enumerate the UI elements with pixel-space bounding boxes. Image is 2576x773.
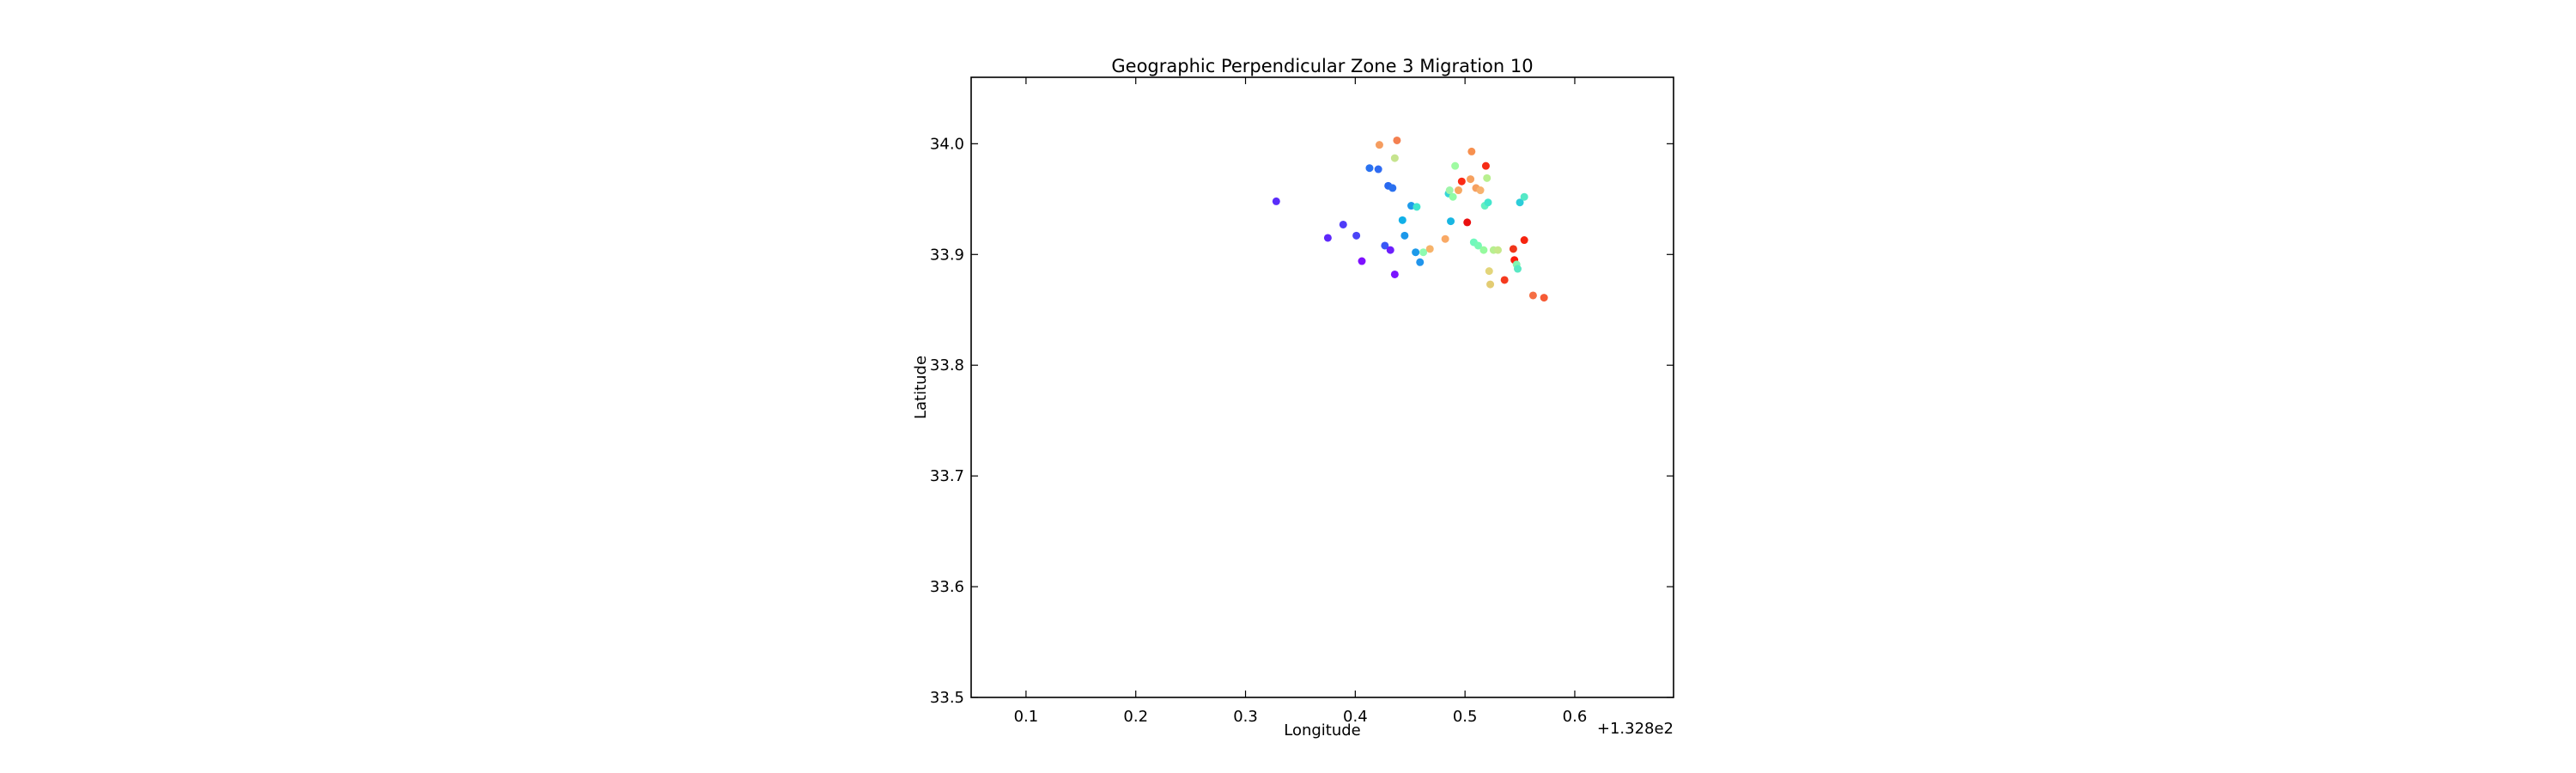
scatter-point xyxy=(1386,246,1394,254)
axes-frame xyxy=(970,76,1674,698)
scatter-point xyxy=(1483,173,1492,182)
scatter-point xyxy=(1481,161,1490,170)
scatter-point xyxy=(1358,257,1366,265)
y-axis-ticks: 33.5 33.6 33.7 33.8 33.9 34.0 xyxy=(930,135,1674,707)
scatter-point xyxy=(1457,177,1466,186)
scatter-point xyxy=(1425,245,1434,253)
scatter-point xyxy=(1339,220,1347,228)
scatter-point xyxy=(1520,236,1528,245)
scatter-point xyxy=(1473,241,1482,250)
x-axis-label: Longitude xyxy=(1284,721,1361,740)
scatter-point xyxy=(1365,164,1374,173)
scatter-point xyxy=(1540,294,1548,302)
scatter-point xyxy=(1419,248,1428,257)
y-tick-label: 33.5 xyxy=(930,689,964,707)
y-tick-label: 33.6 xyxy=(930,578,964,596)
y-tick-label: 33.7 xyxy=(930,467,964,485)
scatter-point xyxy=(1476,186,1485,195)
scatter-point xyxy=(1441,234,1449,243)
scatter-point xyxy=(1463,218,1472,227)
scatter-point xyxy=(1509,245,1517,253)
scatter-point xyxy=(1375,141,1383,149)
scatter-point xyxy=(1494,246,1502,254)
x-tick-label: 0.6 xyxy=(1563,708,1588,726)
chart-title: Geographic Perpendicular Zone 3 Migratio… xyxy=(1111,56,1533,76)
scatter-point xyxy=(1445,186,1454,195)
scatter-point xyxy=(1416,258,1425,266)
scatter-point xyxy=(1449,192,1457,201)
scatter-point xyxy=(1485,267,1493,276)
scatter-point xyxy=(1467,175,1475,184)
scatter-point xyxy=(1413,203,1421,211)
x-axis-offset-label: +1.328e2 xyxy=(1597,720,1674,738)
scatter-point xyxy=(1451,161,1460,170)
scatter-point xyxy=(1388,184,1397,192)
x-tick-label: 0.5 xyxy=(1453,708,1478,726)
y-tick-label: 34.0 xyxy=(930,135,964,153)
scatter-point xyxy=(1390,270,1399,278)
x-tick-label: 0.2 xyxy=(1123,708,1148,726)
scatter-point xyxy=(1381,241,1389,250)
scatter-point xyxy=(1454,186,1462,195)
scatter-point xyxy=(1398,216,1406,224)
scatter-point xyxy=(1486,280,1495,289)
scatter-point xyxy=(1467,147,1476,155)
scatter-point xyxy=(1393,136,1401,144)
scatter-point xyxy=(1447,217,1455,226)
plot-area xyxy=(971,77,1674,697)
scatter-point xyxy=(1528,291,1537,300)
scatter-point xyxy=(1374,165,1382,173)
scatter-point xyxy=(1400,231,1409,240)
data-points xyxy=(1272,136,1548,302)
scatter-point xyxy=(1500,276,1509,284)
x-tick-label: 0.4 xyxy=(1343,708,1368,726)
scatter-point xyxy=(1412,248,1420,257)
x-tick-label: 0.3 xyxy=(1233,708,1258,726)
scatter-point xyxy=(1520,192,1528,201)
scatter-point xyxy=(1323,234,1332,242)
x-axis-ticks: 0.1 0.2 0.3 0.4 0.5 0.6 xyxy=(1014,77,1588,726)
scatter-point xyxy=(1516,198,1524,207)
x-tick-label: 0.1 xyxy=(1014,708,1039,726)
scatter-point xyxy=(1272,197,1280,205)
y-tick-label: 33.8 xyxy=(930,356,964,374)
scatter-point xyxy=(1514,265,1522,273)
y-axis-label: Latitude xyxy=(912,356,930,419)
y-tick-label: 33.9 xyxy=(930,246,964,264)
scatter-point xyxy=(1352,231,1361,240)
scatter-point xyxy=(1479,246,1488,254)
scatter-point xyxy=(1390,154,1399,162)
scatter-point xyxy=(1484,198,1492,207)
